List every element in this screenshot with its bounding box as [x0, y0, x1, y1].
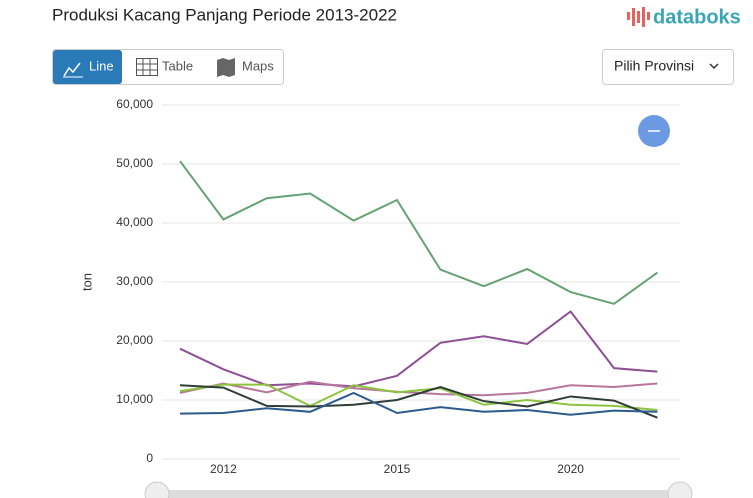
maps-button[interactable]: Maps	[242, 58, 274, 73]
logo: databoks	[653, 6, 741, 28]
dropdown-label: Pilih Provinsi	[614, 58, 694, 74]
dropdown-caret	[709, 63, 719, 70]
series-line	[179, 384, 658, 419]
province-dropdown[interactable]	[602, 49, 734, 85]
x-tick-label: 2015	[384, 462, 411, 476]
y-tick-label: 60,000	[116, 97, 153, 111]
maps-icon	[217, 58, 235, 77]
y-axis-label: ton	[79, 273, 94, 291]
page-title: Produksi Kacang Panjang Periode 2013-202…	[52, 5, 397, 24]
line-button[interactable]	[53, 50, 122, 84]
series-line	[179, 383, 658, 412]
series-line	[179, 310, 658, 388]
logo-icon	[627, 7, 650, 27]
series-line	[179, 391, 658, 416]
y-tick-label: 20,000	[116, 333, 153, 347]
y-tick-label: 10,000	[116, 392, 153, 406]
y-tick-label: 40,000	[116, 215, 153, 229]
table-button[interactable]: Table	[162, 58, 193, 73]
range-slider[interactable]	[157, 490, 680, 498]
x-tick-label: 2012	[210, 462, 237, 476]
y-tick-label: 30,000	[116, 274, 153, 288]
y-tick-label: 0	[146, 451, 153, 465]
series-line	[179, 160, 658, 305]
line-button-label: Line	[89, 58, 114, 73]
y-tick-label: 50,000	[116, 156, 153, 170]
table-icon	[136, 58, 158, 76]
slider-handle-left[interactable]	[144, 481, 170, 498]
slider-handle-right[interactable]	[667, 481, 693, 498]
line-icon	[63, 62, 81, 77]
x-tick-label: 2020	[557, 462, 584, 476]
